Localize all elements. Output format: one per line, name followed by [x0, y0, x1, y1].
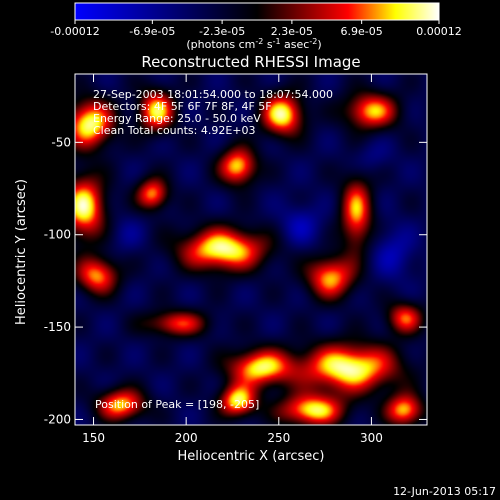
colorbar-tick-label: 0.00012	[416, 25, 462, 38]
x-tick-label: 200	[175, 431, 198, 445]
plot-frame	[74, 73, 428, 426]
annotation-block: 27-Sep-2003 18:01:54.000 to 18:07:54.000…	[93, 88, 333, 137]
colorbar-unit-label: (photons cm-2 s-1 asec-2)	[186, 37, 321, 51]
colorbar-tick-label: -6.9e-05	[129, 25, 175, 38]
x-axis-label: Heliocentric X (arcsec)	[178, 449, 325, 464]
y-tick-label: -50	[51, 135, 71, 149]
x-tick-label: 250	[267, 431, 290, 445]
x-tick-label: 300	[360, 431, 383, 445]
colorbar: -0.00012 -6.9e-05 -2.3e-05 2.3e-05 6.9e-05 0.…	[50, 2, 462, 51]
x-tick-label: 150	[82, 431, 105, 445]
y-axis-label: Heliocentric Y (arcsec)	[14, 179, 29, 325]
axis-ticks: 150 200 250 300 -50 -100 -150 -200	[44, 74, 427, 445]
peak-position-label: Position of Peak = [198, -205]	[95, 398, 259, 411]
colorbar-tick-label: -0.00012	[50, 25, 99, 38]
annotation-detectors: Detectors: 4F 5F 6F 7F 8F, 4F 5F	[93, 100, 272, 113]
colorbar-tick-label: -2.3e-05	[199, 25, 245, 38]
annotation-counts: Clean Total counts: 4.92E+03	[93, 124, 256, 137]
plot-area: 150 200 250 300 -50 -100 -150 -200	[44, 73, 428, 445]
chart-title: Reconstructed RHESSI Image	[141, 53, 360, 71]
y-tick-label: -100	[44, 228, 71, 242]
y-tick-label: -200	[44, 412, 71, 426]
y-tick-label: -150	[44, 320, 71, 334]
footer-timestamp: 12-Jun-2013 05:17	[393, 485, 496, 498]
heatmap-image	[75, 74, 427, 425]
annotation-energy: Energy Range: 25.0 - 50.0 keV	[93, 112, 261, 125]
colorbar-gradient	[74, 2, 440, 21]
annotation-time: 27-Sep-2003 18:01:54.000 to 18:07:54.000	[93, 88, 333, 101]
colorbar-ticks: -0.00012 -6.9e-05 -2.3e-05 2.3e-05 6.9e-05 0.…	[50, 20, 462, 38]
colorbar-tick-label: 2.3e-05	[271, 25, 313, 38]
colorbar-tick-label: 6.9e-05	[341, 25, 383, 38]
